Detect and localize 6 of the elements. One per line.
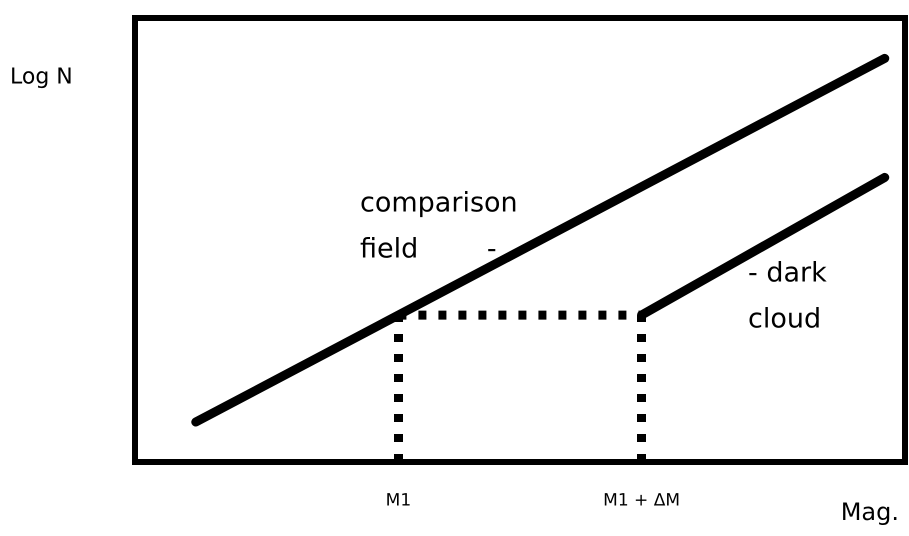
annotation: - dark cloud <box>748 258 828 334</box>
x-axis-title: Mag. <box>840 498 900 526</box>
annotation: comparison field - <box>360 188 518 264</box>
y-axis-title: Log N <box>10 64 73 90</box>
x-tick-label: M1 + ΔM <box>603 490 680 510</box>
x-tick-label: M1 <box>386 490 412 510</box>
